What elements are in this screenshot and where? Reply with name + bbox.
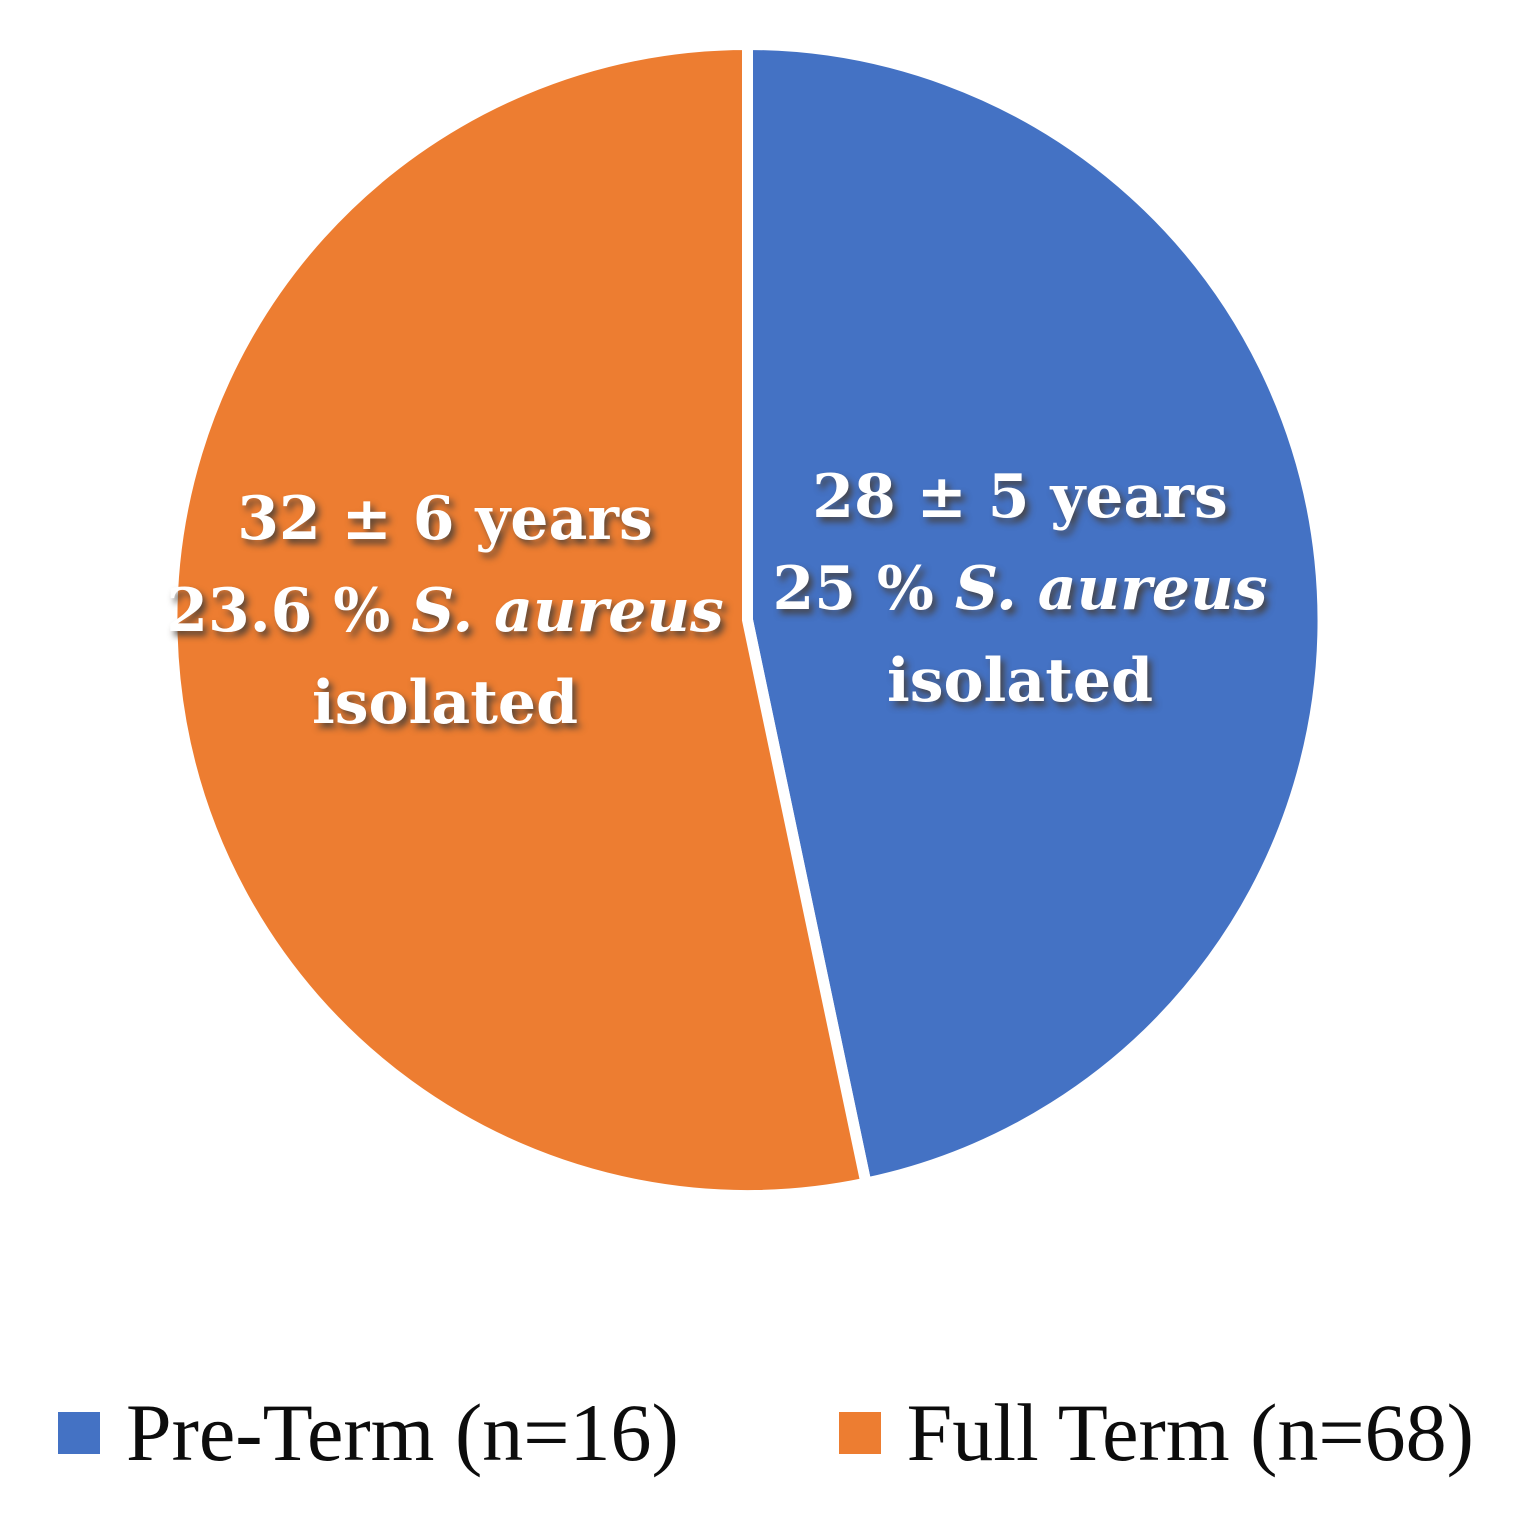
chart-legend: Pre-Term (n=16) Full Term (n=68) [58,1392,1474,1474]
legend-item-fullterm: Full Term (n=68) [838,1387,1474,1478]
legend-swatch-preterm-icon [58,1412,100,1454]
pie-slice-preterm [742,38,1329,1190]
legend-item-preterm: Pre-Term (n=16) [58,1392,679,1474]
legend-label-preterm: Pre-Term (n=16) [126,1387,679,1478]
pie-slice-fullterm [166,38,873,1201]
legend-swatch-fullterm-icon [838,1412,881,1454]
pie-slice-label-preterm: 28 ± 5 years 25 % S. aureus isolated [772,462,1268,716]
legend-label-fullterm: Full Term (n=68) [906,1387,1474,1478]
pie-slice-label-fullterm: 32 ± 6 years 23.6 % S. aureus isolated [166,484,724,738]
